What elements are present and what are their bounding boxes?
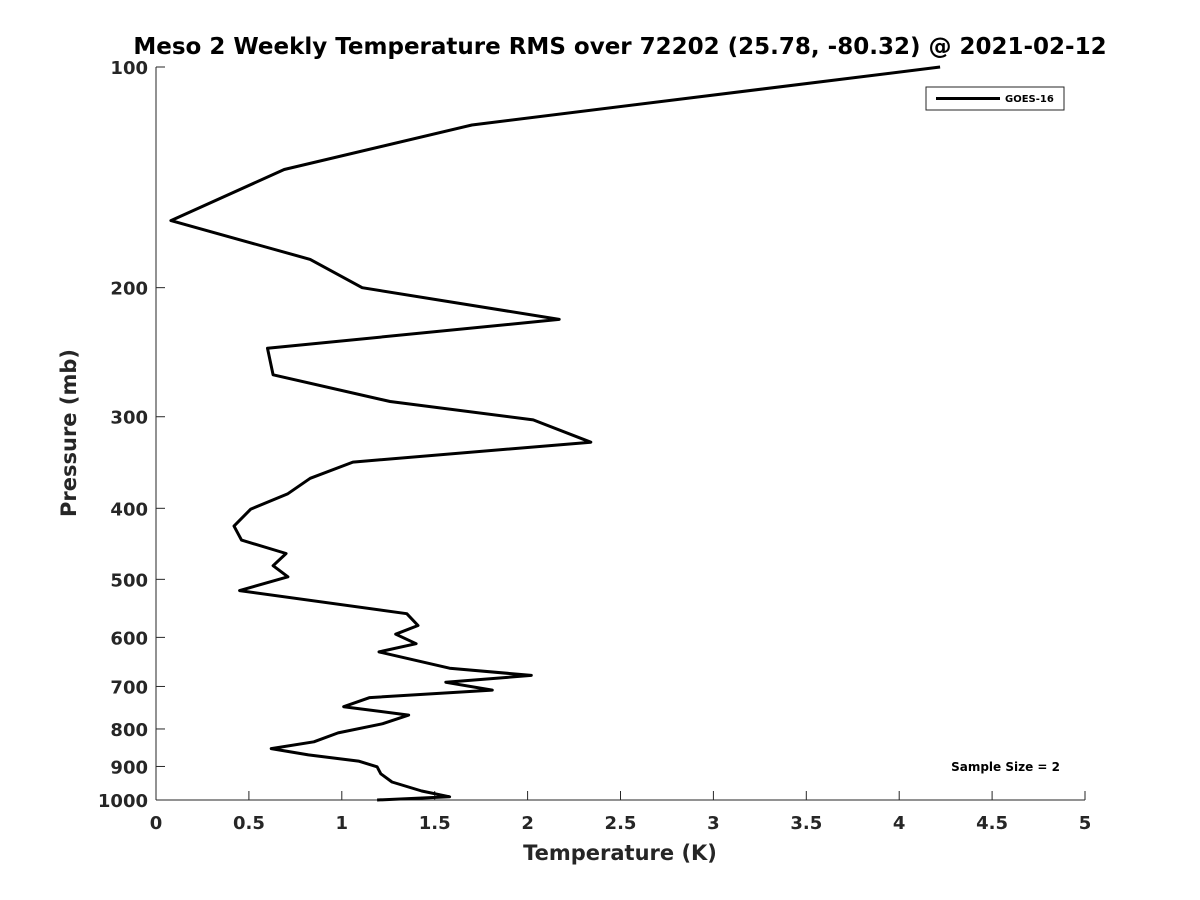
y-tick-label: 500 <box>110 570 148 591</box>
x-tick-label: 5 <box>1079 813 1092 834</box>
x-tick-label: 2 <box>521 813 534 834</box>
series-line-goes16 <box>169 65 941 802</box>
y-tick-label: 100 <box>110 58 148 79</box>
y-axis-ticks: 100 200 300 400 500 600 700 800 900 1000 <box>98 58 165 812</box>
x-tick-label: 1.5 <box>419 813 451 834</box>
y-tick-label: 700 <box>110 677 148 698</box>
x-axis-label: Temperature (K) <box>523 841 717 865</box>
x-tick-label: 0 <box>150 813 163 834</box>
x-tick-label: 3 <box>707 813 720 834</box>
y-tick-label: 400 <box>110 499 148 520</box>
x-axis-ticks: 0 0.5 1 1.5 2 2.5 3 3.5 4 4.5 5 <box>150 791 1092 834</box>
y-tick-label: 600 <box>110 628 148 649</box>
sample-size-annotation: Sample Size = 2 <box>951 760 1060 774</box>
y-tick-label: 800 <box>110 720 148 741</box>
y-tick-label: 900 <box>110 757 148 778</box>
y-tick-label: 200 <box>110 279 148 300</box>
y-tick-label: 300 <box>110 408 148 429</box>
x-tick-label: 4.5 <box>976 813 1008 834</box>
y-tick-label: 1000 <box>98 791 148 812</box>
legend-entry-goes16: GOES-16 <box>1005 94 1054 105</box>
x-tick-label: 0.5 <box>233 813 265 834</box>
y-axis-label: Pressure (mb) <box>57 349 81 517</box>
legend: GOES-16 <box>925 86 1065 111</box>
x-tick-label: 1 <box>336 813 349 834</box>
x-tick-label: 2.5 <box>605 813 637 834</box>
x-tick-label: 4 <box>893 813 906 834</box>
x-tick-label: 3.5 <box>790 813 822 834</box>
chart-title: Meso 2 Weekly Temperature RMS over 72202… <box>133 34 1106 60</box>
